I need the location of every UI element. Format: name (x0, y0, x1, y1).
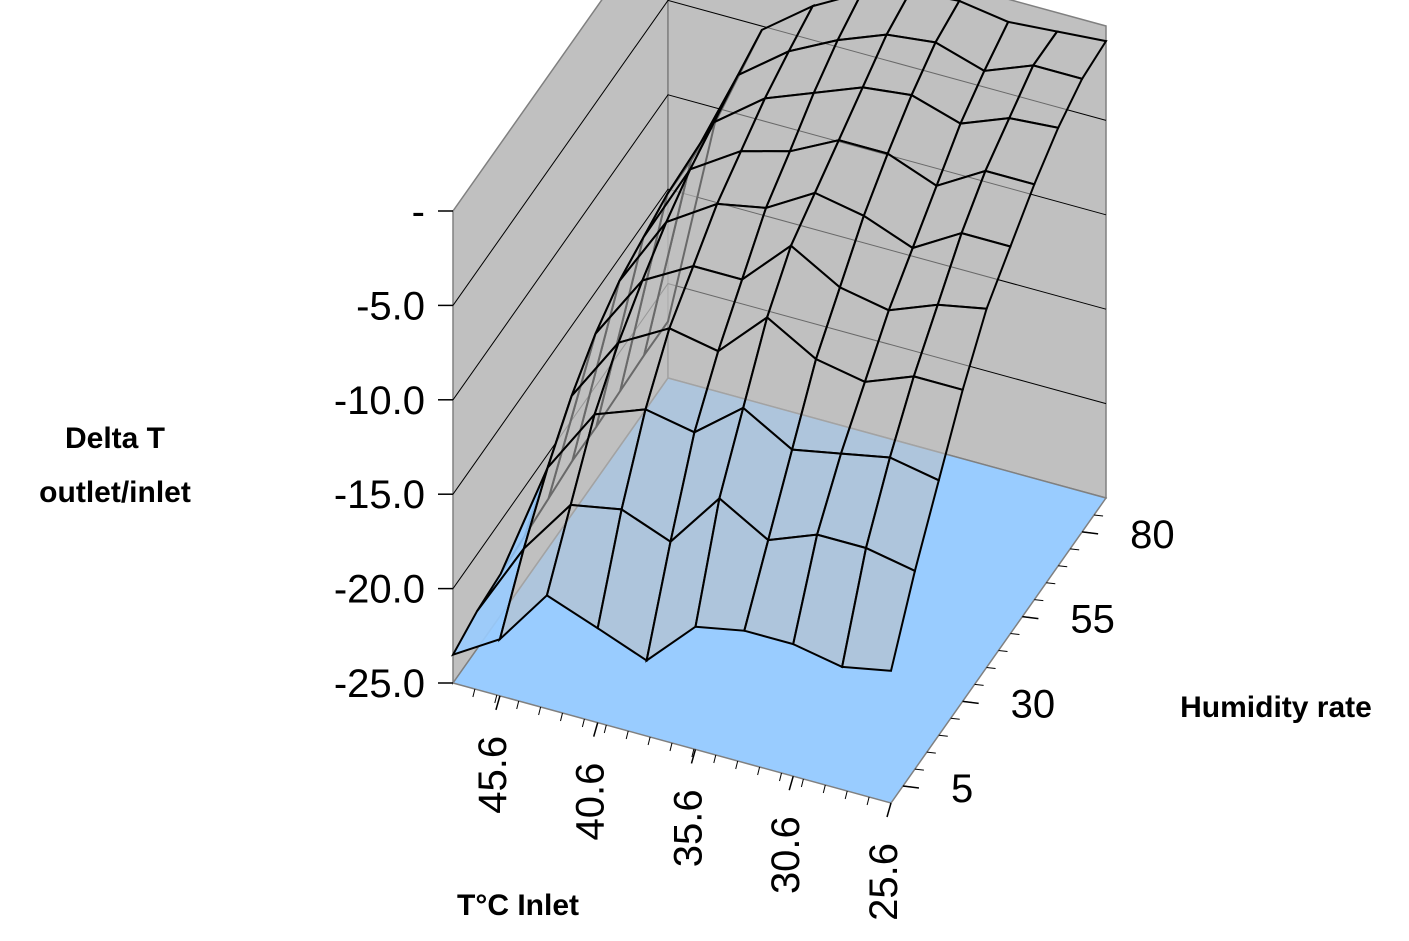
x-tick (495, 695, 501, 711)
x-tick-minor (647, 736, 651, 746)
y-tick-minor (914, 768, 924, 771)
z-axis-title-line2: outlet/inlet (39, 476, 191, 509)
x-tick-minor (844, 790, 848, 800)
y-tick-minor (986, 666, 996, 669)
y-tick-minor (998, 650, 1008, 652)
y-tick-minor (1022, 616, 1032, 619)
y-tick-minor (962, 700, 972, 703)
x-tick-minor (669, 742, 673, 752)
x-tick-minor (472, 688, 476, 698)
x-tick-minor (560, 712, 563, 722)
y-tick-minor (1094, 514, 1104, 517)
x-tick-minor (516, 700, 520, 710)
surface-cell (840, 546, 917, 672)
y-tick-minor (926, 751, 936, 754)
x-tick-minor (625, 730, 629, 740)
y-tick-minor (902, 785, 912, 788)
x-tick-minor (494, 694, 498, 704)
y-tick-minor (1082, 531, 1092, 534)
x-tick-minor (581, 718, 585, 728)
x-tick-minor (800, 778, 804, 788)
x-tick-minor (691, 748, 695, 758)
x-tick-label: 25.6 (862, 843, 906, 921)
x-tick-label: 40.6 (569, 763, 613, 841)
x-tick-label: 35.6 (667, 789, 711, 867)
z-axis-title-line1: Delta T (65, 422, 165, 455)
z-tick-label: -25.0 (334, 662, 425, 706)
x-axis-title: T°C Inlet (457, 889, 579, 922)
x-tick (788, 776, 794, 791)
x-tick (592, 722, 599, 737)
z-tick-label: - (412, 190, 425, 234)
z-tick-label: -10.0 (334, 379, 425, 423)
x-tick-minor (603, 724, 607, 734)
y-axis-title: Humidity rate (1180, 691, 1372, 724)
y-tick-label: 80 (1130, 513, 1175, 557)
y-tick-minor (1070, 548, 1080, 551)
x-tick-label: 30.6 (764, 816, 808, 894)
y-tick-minor (938, 734, 948, 737)
y-tick-label: 5 (951, 767, 973, 811)
x-tick-minor (713, 754, 717, 764)
x-tick-minor (757, 766, 761, 776)
y-tick-label: 55 (1070, 598, 1115, 642)
surface-mesh (450, 0, 1108, 672)
z-tick-label: -20.0 (334, 568, 425, 612)
x-tick-minor (822, 784, 826, 794)
x-tick-minor (735, 760, 739, 770)
y-tick-minor (974, 683, 984, 686)
y-tick-minor (1010, 633, 1020, 636)
y-tick-minor (950, 717, 960, 720)
y-tick-label: 30 (1011, 682, 1056, 726)
x-tick (886, 802, 892, 818)
x-tick-minor (866, 796, 870, 806)
x-tick-minor (779, 772, 782, 782)
x-tick-minor (538, 706, 542, 716)
y-tick-minor (1058, 565, 1068, 568)
x-tick-label: 45.6 (471, 736, 515, 814)
z-tick-label: -15.0 (334, 473, 425, 517)
y-tick-minor (1034, 599, 1044, 602)
y-tick-minor (1046, 582, 1056, 585)
x-tick (690, 749, 697, 764)
z-tick-label: -5.0 (356, 284, 425, 328)
